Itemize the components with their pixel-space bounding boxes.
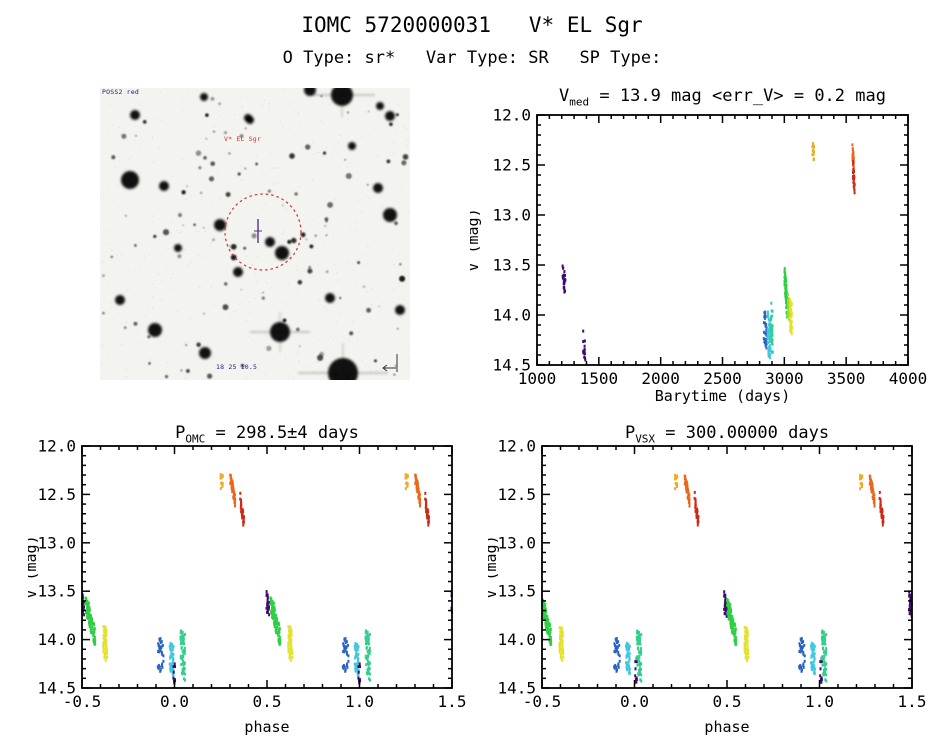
- y-tick-label: 13.5: [497, 582, 536, 601]
- vsx-phase-canvas: -0.5 0.0 0.5 1.0 1.5 12.0 12.5 13.0 13.5 14.0 14.5…: [488, 437, 926, 737]
- y-tick-label: 12.0: [37, 437, 76, 456]
- y-tick-label: 12.5: [37, 485, 76, 504]
- title-post: = 300.00000 days: [655, 423, 830, 443]
- background-grain: [101, 89, 410, 380]
- lightcurve-title: Vmed = 13.9 mag <err_V> = 0.2 mag: [537, 86, 908, 108]
- y-tick-label: 13.0: [492, 206, 531, 225]
- y-tick-label: 14.5: [492, 356, 531, 375]
- x-axis-label: Barytime (days): [655, 387, 790, 405]
- x-tick-label: 0.5: [713, 692, 742, 711]
- y-tick-label: 14.5: [37, 679, 76, 698]
- y-tick-label: 14.0: [497, 630, 536, 649]
- omc-phase-title: POMC = 298.5±4 days: [82, 423, 452, 445]
- x-tick-label: 0.5: [253, 692, 282, 711]
- tick-labels: 1000 1500 2000 2500 3000 3500 4000 12.0 12.5 13.0…: [492, 106, 927, 389]
- y-tick-label: 14.0: [37, 630, 76, 649]
- y-tick-label: 12.5: [497, 485, 536, 504]
- lightcurve-plot: Vmed = 13.9 mag <err_V> = 0.2 mag 1000 15…: [470, 85, 944, 405]
- data-points: [81, 473, 453, 685]
- y-tick-label: 13.0: [37, 533, 76, 552]
- title-post: = 298.5±4 days: [205, 423, 359, 443]
- vsx-phase-title: PVSX = 300.00000 days: [542, 423, 912, 445]
- page-title: IOMC 5720000031 V* EL Sgr: [301, 13, 643, 37]
- x-tick-label: 0.0: [620, 692, 649, 711]
- x-tick-label: 2000: [641, 369, 680, 388]
- x-tick-label: 1.0: [345, 692, 374, 711]
- starfield-image: [100, 88, 410, 380]
- tick-labels: -0.5 0.0 0.5 1.0 1.5 12.0 12.5 13.0 13.5 14.0 14.5: [497, 437, 926, 712]
- target-label: V* EL Sgr: [224, 135, 262, 143]
- x-tick-label: -0.5: [523, 692, 562, 711]
- omc-phase-plot: POMC = 298.5±4 days -0.5 0.0 0.5 1.0 1.5 12.0…: [28, 420, 468, 745]
- x-tick-label: 1.0: [805, 692, 834, 711]
- x-tick-label: 3500: [827, 369, 866, 388]
- y-tick-label: 12.5: [492, 156, 531, 175]
- tick-labels: -0.5 0.0 0.5 1.0 1.5 12.0 12.5 13.0 13.5 14.0 14.5: [37, 437, 466, 712]
- survey-label: POSS2 red: [102, 88, 140, 96]
- title-pre: P: [624, 423, 636, 443]
- x-tick-label: 2500: [703, 369, 742, 388]
- y-tick-label: 13.0: [497, 533, 536, 552]
- x-tick-label: 1.5: [438, 692, 467, 711]
- x-tick-label: 4000: [889, 369, 928, 388]
- field-stars: [102, 95, 409, 380]
- x-axis-label: phase: [704, 718, 749, 736]
- x-tick-label: 0.0: [160, 692, 189, 711]
- finder-chart: POSS2 red V* EL Sgr 18 25 10.5: [100, 88, 410, 380]
- plot-frame-and-ticks: [541, 445, 913, 689]
- lightcurve-canvas: 1000 1500 2000 2500 3000 3500 4000 12.0 12.5 13.0…: [470, 106, 927, 406]
- coords-label: 18 25 10.5: [216, 363, 258, 371]
- y-tick-label: 13.5: [37, 582, 76, 601]
- x-tick-label: 1000: [518, 369, 557, 388]
- x-tick-label: -0.5: [63, 692, 102, 711]
- data-points: [541, 473, 913, 684]
- data-points: [561, 141, 856, 362]
- title-sub: OMC: [185, 432, 206, 446]
- vsx-phase-plot: PVSX = 300.00000 days -0.5 0.0 0.5 1.0 1.5 12…: [488, 420, 928, 745]
- compass-icon: [382, 354, 398, 372]
- x-tick-label: 3000: [765, 369, 804, 388]
- y-tick-label: 12.0: [497, 437, 536, 456]
- plot-frame-and-ticks: [81, 445, 453, 689]
- title-sub: med: [569, 95, 590, 109]
- bright-stars: [115, 88, 405, 380]
- y-tick-label: 14.0: [492, 306, 531, 325]
- y-axis-label: V (mag): [488, 535, 500, 598]
- title-pre: P: [175, 423, 186, 443]
- title-sub: VSX: [635, 432, 656, 446]
- crosshair-marker: [254, 219, 262, 243]
- page-subtitle: O Type: sr* Var Type: SR SP Type:: [282, 48, 662, 68]
- y-axis-label: V (mag): [28, 535, 40, 598]
- y-tick-label: 13.5: [492, 256, 531, 275]
- title-pre: V: [559, 86, 570, 106]
- y-tick-label: 12.0: [492, 106, 531, 125]
- x-tick-label: 1500: [580, 369, 619, 388]
- x-tick-label: 1.5: [898, 692, 927, 711]
- plot-frame-and-ticks: [536, 114, 909, 366]
- target-circle: [224, 193, 302, 271]
- omc-phase-canvas: -0.5 0.0 0.5 1.0 1.5 12.0 12.5 13.0 13.5 14.0 14.5…: [28, 437, 466, 737]
- y-tick-label: 14.5: [497, 679, 536, 698]
- x-axis-label: phase: [244, 718, 289, 736]
- title-post: = 13.9 mag <err_V> = 0.2 mag: [589, 86, 886, 106]
- y-axis-label: V (mag): [470, 208, 482, 271]
